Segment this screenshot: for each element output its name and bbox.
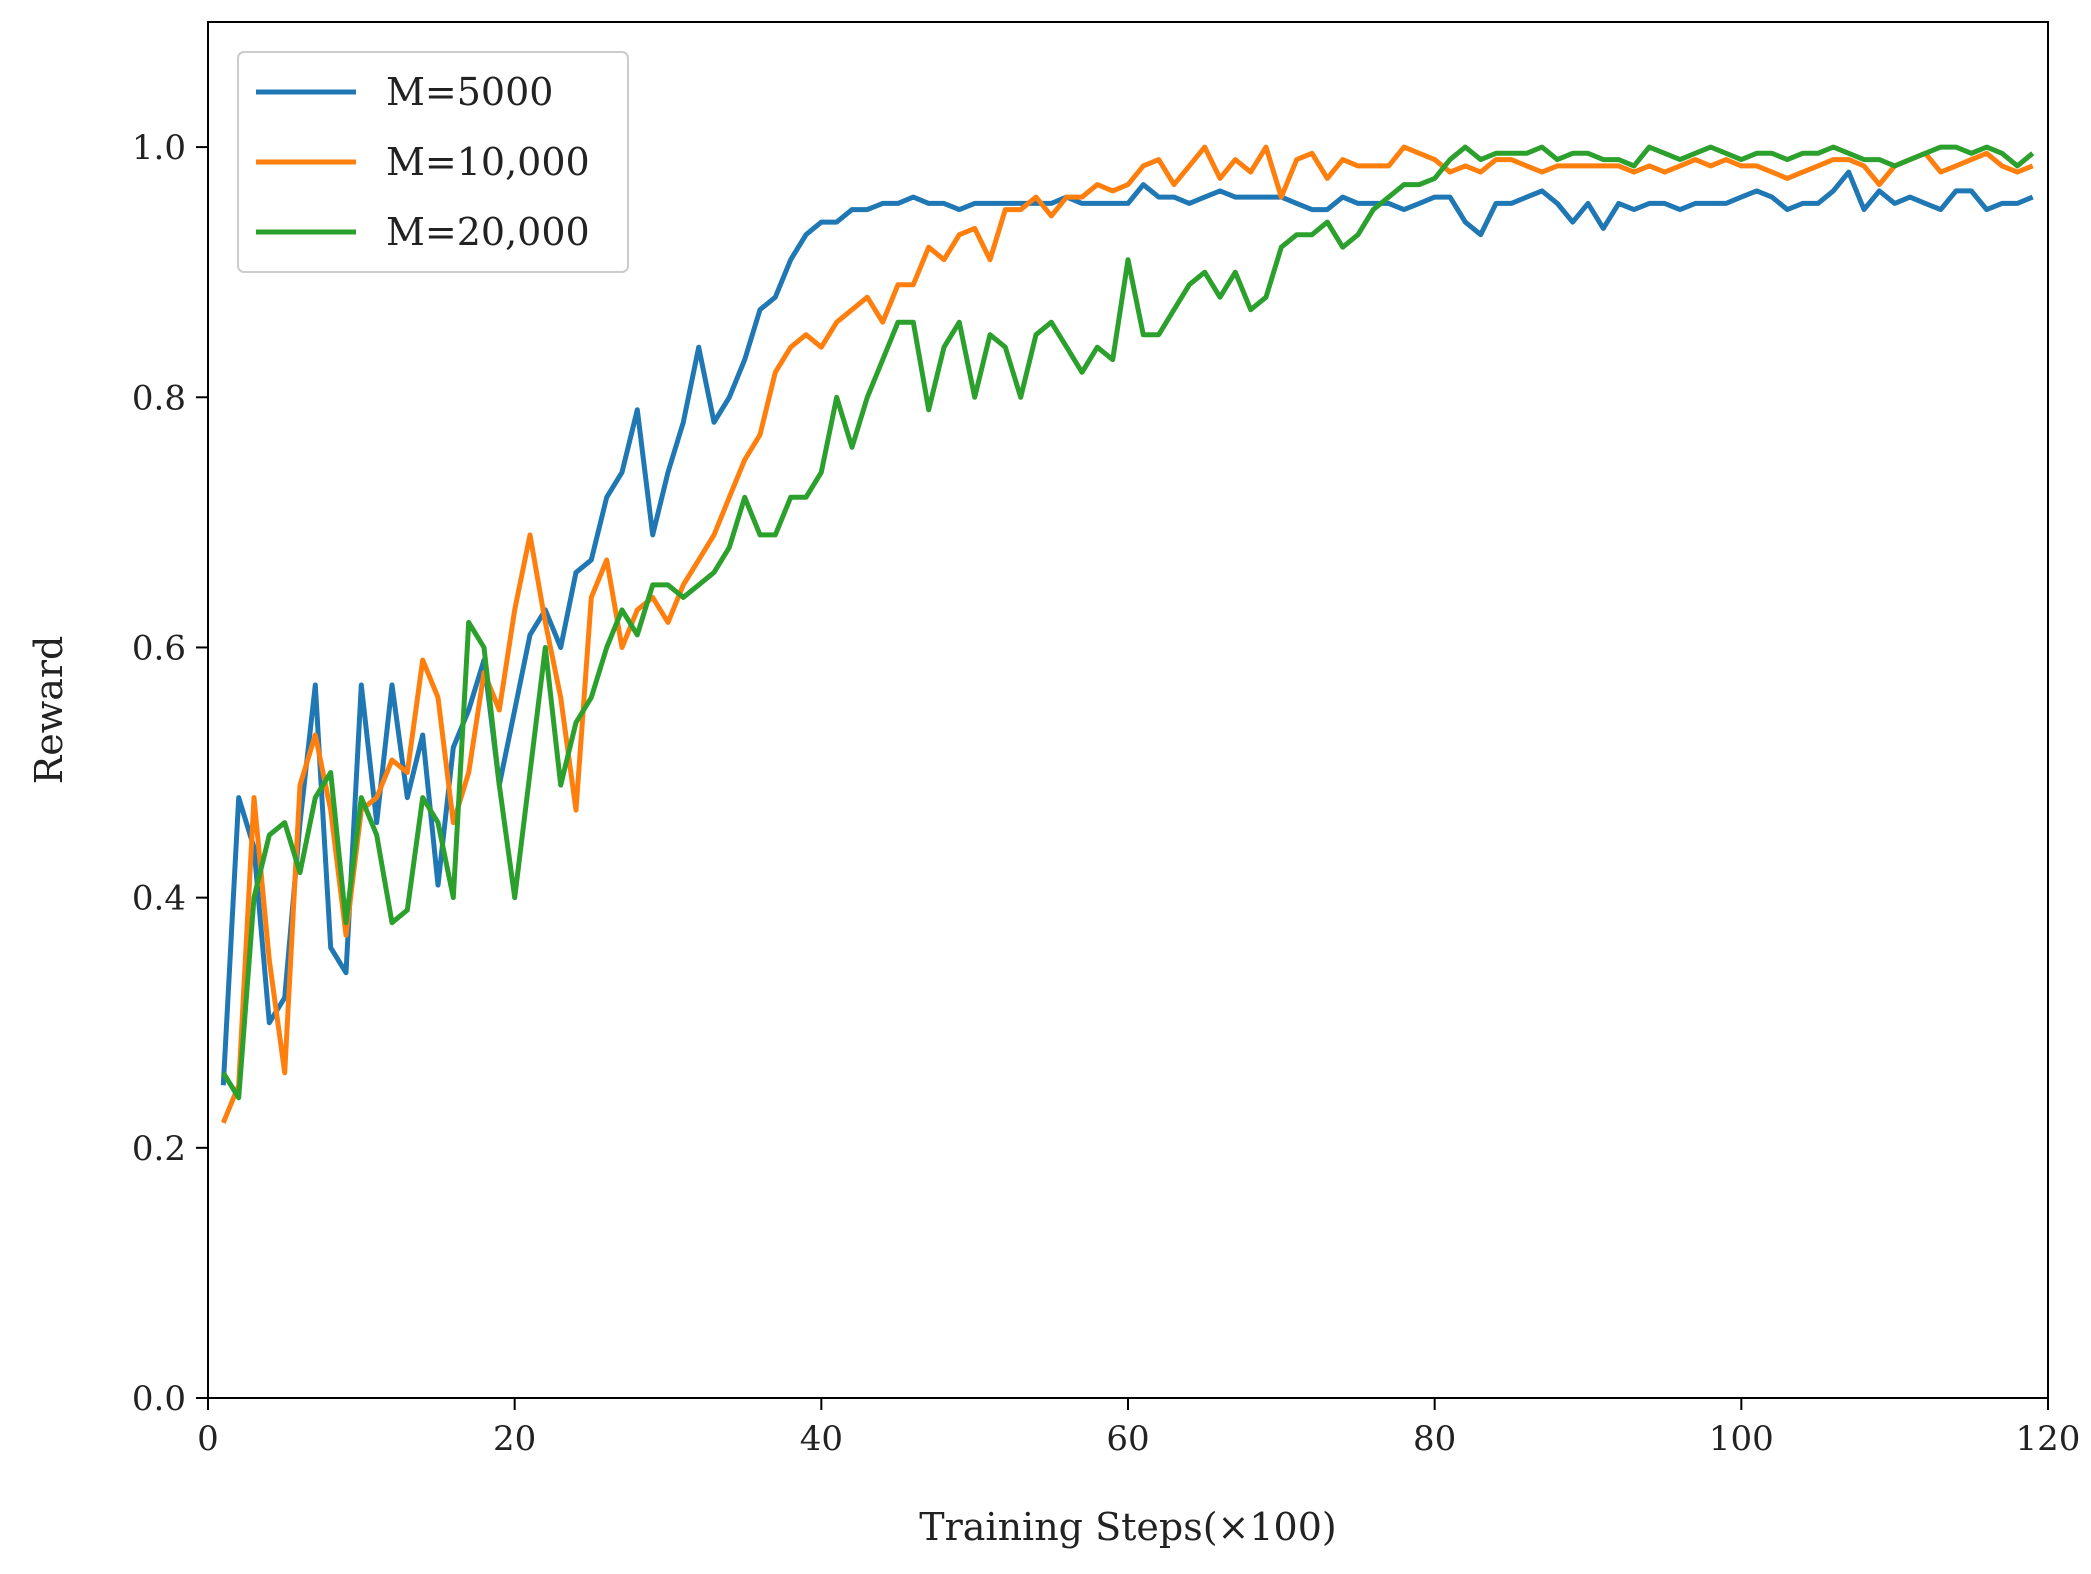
y-tick-label: 0.8 xyxy=(132,378,186,418)
y-tick-label: 0.0 xyxy=(132,1379,186,1419)
legend-label-1: M=5000 xyxy=(386,70,553,114)
x-tick-label: 20 xyxy=(493,1419,536,1459)
x-tick-label: 40 xyxy=(800,1419,843,1459)
y-axis-label: Reward xyxy=(27,636,71,785)
series-line-1 xyxy=(220,169,2034,1086)
y-tick-label: 0.6 xyxy=(132,628,186,668)
axis-ticks: 0 20 40 60 80 100 120 0.0 0.2 0.4 0.6 0.8 1.0 xyxy=(132,128,2081,1459)
x-tick-label: 0 xyxy=(197,1419,219,1459)
x-axis-label: Training Steps(×100) xyxy=(919,1505,1336,1549)
legend-label-2: M=10,000 xyxy=(386,140,590,184)
y-tick-label: 1.0 xyxy=(132,128,186,168)
legend-box xyxy=(237,51,629,273)
series-line-3 xyxy=(221,144,2035,1101)
legend: M=5000 M=10,000 M=20,000 xyxy=(237,51,629,273)
y-tick-label: 0.2 xyxy=(132,1129,186,1169)
x-tick-label: 80 xyxy=(1413,1419,1456,1459)
x-tick-label: 120 xyxy=(2016,1419,2081,1459)
x-tick-label: 100 xyxy=(1709,1419,1774,1459)
series-lines xyxy=(220,144,2035,1124)
legend-label-3: M=20,000 xyxy=(386,210,590,254)
y-tick-label: 0.4 xyxy=(132,879,186,919)
series-line-2 xyxy=(220,144,2034,1124)
x-tick-label: 60 xyxy=(1106,1419,1149,1459)
